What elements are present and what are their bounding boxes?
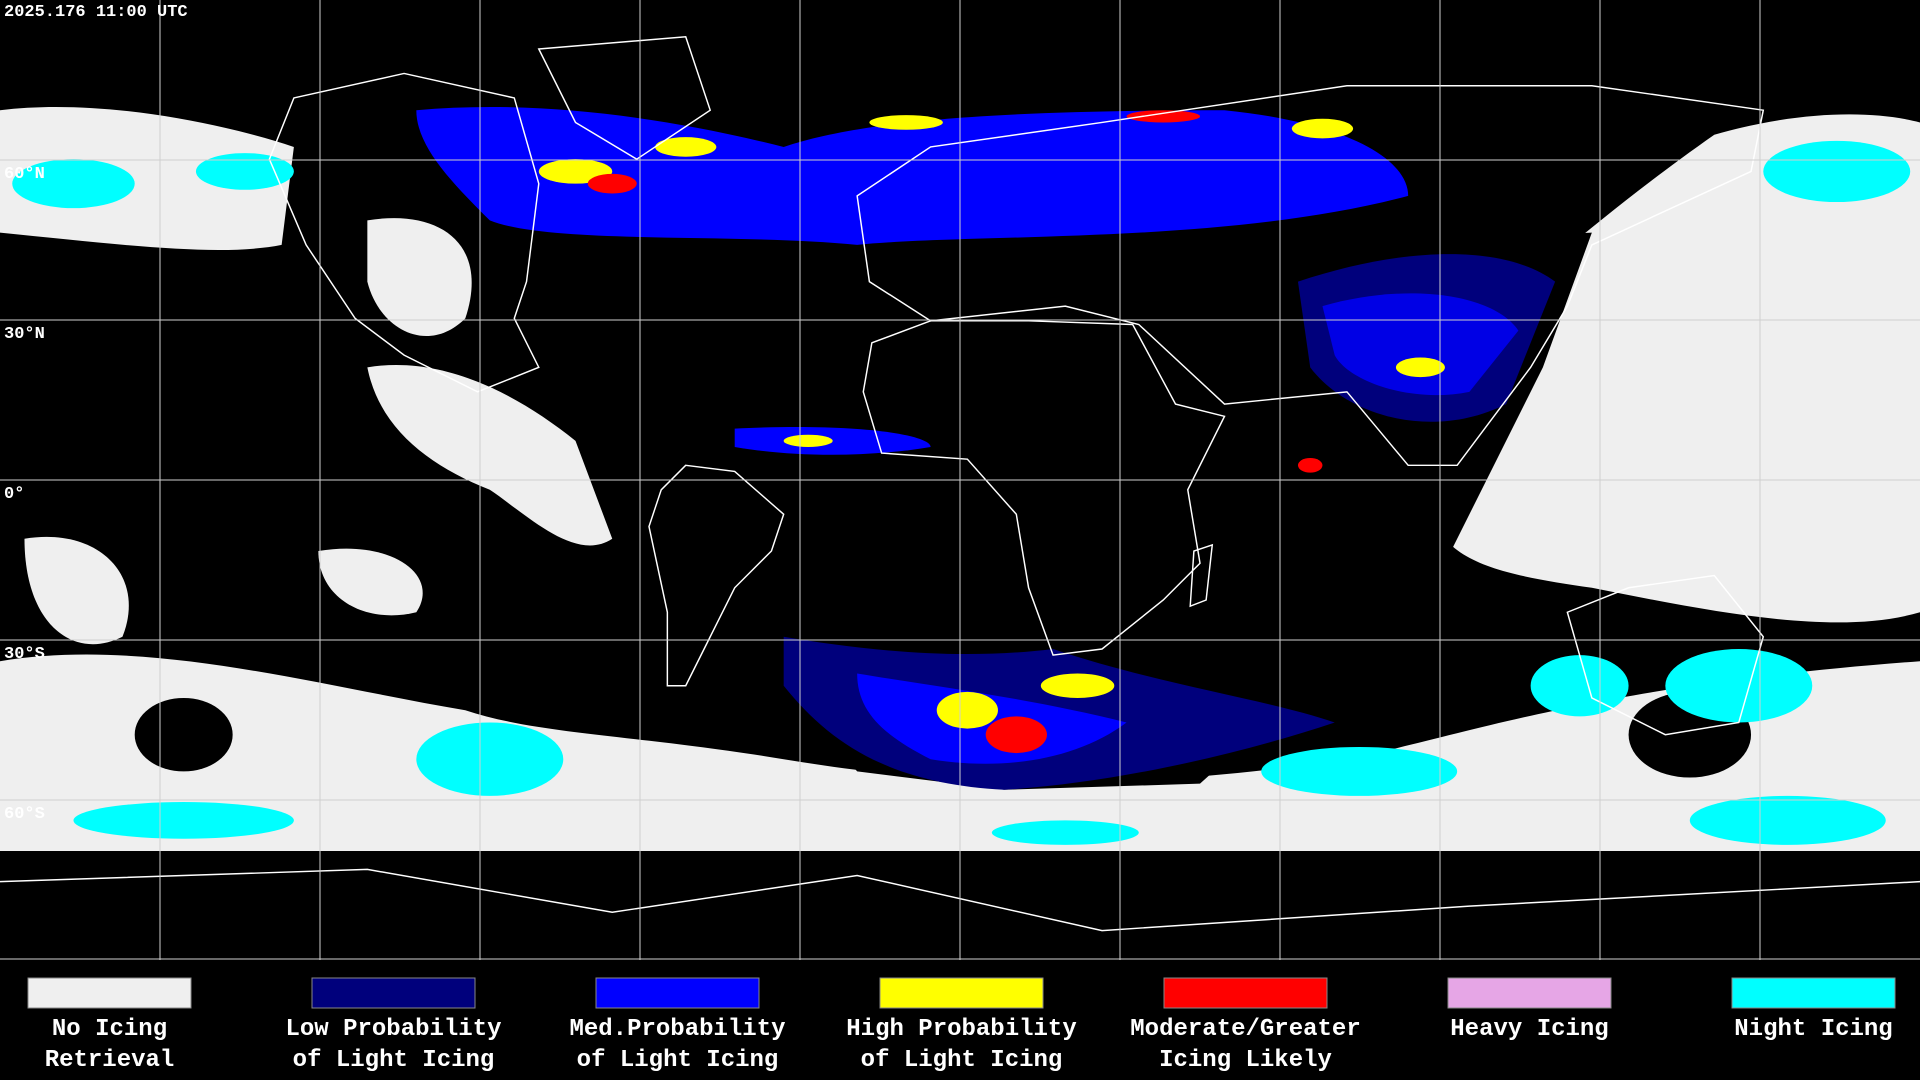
legend-swatch — [1163, 977, 1328, 1009]
legend-label: Icing Likely — [1159, 1047, 1332, 1074]
latitude-label: 30°N — [4, 325, 45, 344]
map: 60°N 30°N 0° 30°S 60°S 2025.176 11:00 UTC — [0, 0, 1920, 960]
legend-swatch — [311, 977, 476, 1009]
moderate-icing — [587, 110, 1323, 754]
night-icing-patches — [12, 140, 1911, 845]
legend-item: Heavy Icing — [1447, 977, 1612, 1043]
legend-label: Night Icing — [1734, 1016, 1892, 1043]
coastlines — [0, 35, 1920, 932]
legend-label: Moderate/Greater — [1130, 1016, 1360, 1043]
legend-item: Low Probability of Light Icing — [285, 977, 502, 1074]
legend-swatch — [27, 977, 192, 1009]
legend-label: High Probability — [846, 1016, 1076, 1043]
legend-label: of Light Icing — [861, 1047, 1063, 1074]
latitude-label: 30°S — [4, 645, 45, 664]
legend-item: Night Icing — [1731, 977, 1896, 1043]
legend-label: Med.Probability — [569, 1016, 785, 1043]
legend-label: Low Probability — [285, 1016, 501, 1043]
legend-label: of Light Icing — [293, 1047, 495, 1074]
legend-label: of Light Icing — [577, 1047, 779, 1074]
legend-swatch — [1731, 977, 1896, 1009]
legend-swatch — [1447, 977, 1612, 1009]
legend-label: Retrieval — [45, 1047, 175, 1074]
latitude-label: 60°S — [4, 805, 45, 824]
latitude-labels: 60°N 30°N 0° 30°S 60°S — [4, 165, 45, 824]
latitude-label: 0° — [4, 485, 24, 504]
legend-label: No Icing — [52, 1016, 167, 1043]
legend-item: Moderate/Greater Icing Likely — [1130, 977, 1361, 1074]
legend-item: High Probability of Light Icing — [846, 977, 1077, 1074]
legend: No Icing Retrieval Low Probability of Light… — [27, 977, 1896, 1074]
legend-swatch — [879, 977, 1044, 1009]
legend-label: Heavy Icing — [1450, 1016, 1608, 1043]
legend-swatch — [595, 977, 760, 1009]
latitude-label: 60°N — [4, 165, 45, 184]
legend-item: Med.Probability of Light Icing — [569, 977, 786, 1074]
graticule — [0, 0, 1920, 960]
legend-item: No Icing Retrieval — [27, 977, 192, 1074]
timestamp: 2025.176 11:00 UTC — [4, 3, 188, 22]
